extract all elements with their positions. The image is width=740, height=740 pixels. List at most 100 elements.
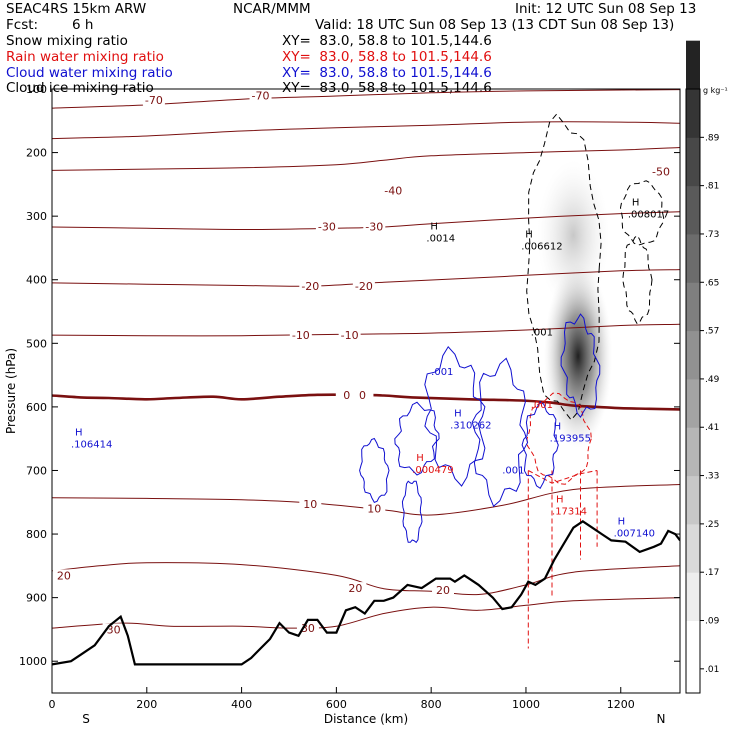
- field-rain-name: Rain water mixing ratio: [6, 49, 164, 65]
- isotherm-line: [52, 323, 680, 337]
- cloud-ice-max-value: .0014: [426, 234, 455, 245]
- cloud-ice-max-marker: H: [430, 222, 438, 233]
- colorbar-label: .41: [705, 423, 719, 433]
- field-cloud-ice-name: Cloud ice mixing ratio: [6, 80, 154, 96]
- colorbar-segment: [686, 330, 700, 380]
- colorbar-segment: [686, 572, 700, 622]
- isotherm-label: -40: [384, 185, 402, 198]
- cloud-water-contour: [394, 401, 440, 476]
- colorbar-label: .49: [705, 375, 720, 385]
- isotherm-label: 0: [359, 389, 366, 402]
- cloud-water-contour-label: .001: [431, 367, 453, 378]
- isotherm-label-bg: [299, 498, 322, 511]
- isotherm-line: [52, 597, 680, 629]
- colorbar-label: .01: [705, 665, 719, 675]
- cloud-water-contour-label: .001: [502, 466, 524, 477]
- cloud-ice-max-marker: H: [632, 198, 640, 209]
- colorbar-segment: [686, 282, 700, 332]
- x-tick-label: 400: [231, 698, 252, 711]
- isotherm-label: 20: [348, 582, 362, 595]
- isotherm-line: [52, 269, 680, 287]
- cloud-water-max-marker: H: [75, 428, 83, 439]
- cloud-ice-max-value: .008017: [628, 210, 669, 221]
- north-end-label: N: [657, 712, 666, 726]
- cloud-water-max-value: .310262: [450, 421, 491, 432]
- y-tick-label: 200: [26, 147, 47, 160]
- fcst-value: 6 h: [72, 17, 94, 33]
- colorbar-label: .81: [705, 182, 719, 192]
- colorbar-segment: [686, 137, 700, 187]
- cloud-water-contour: [401, 480, 423, 544]
- colorbar-label: .65: [705, 278, 719, 288]
- cloud-ice-contour: [526, 113, 602, 421]
- y-tick-label: 500: [26, 337, 47, 350]
- isotherm-label-bg: [432, 584, 455, 597]
- y-axis-label: Pressure (hPa): [4, 348, 18, 434]
- cloud-ice-contour: [622, 234, 653, 325]
- init-time: Init: 12 UTC Sun 08 Sep 13: [515, 1, 697, 17]
- isotherm-label: -20: [355, 280, 373, 293]
- cloud-ice-contour-label: .001: [531, 328, 553, 339]
- isotherm-line: [52, 147, 680, 171]
- cloud-ice-max-marker: H: [525, 229, 533, 240]
- field-cloud-water-name: Cloud water mixing ratio: [6, 65, 173, 81]
- isotherm-label: 20: [57, 569, 71, 582]
- cloud-water-contour: [424, 345, 486, 487]
- isotherm-label-bg: [315, 220, 338, 233]
- x-tick-label: 200: [136, 698, 157, 711]
- isotherm-label: 10: [303, 498, 317, 511]
- isotherm-label: 20: [436, 584, 450, 597]
- colorbar-segment: [686, 40, 700, 90]
- isotherm-label: -20: [301, 280, 319, 293]
- isotherm-label-bg: [382, 184, 405, 197]
- isotherm-label-bg: [351, 388, 374, 401]
- colorbar-segment: [686, 233, 700, 283]
- cloud-water-max-marker: H: [618, 517, 626, 528]
- rain-max-value: .17314: [552, 506, 587, 517]
- colorbar-frame: [685, 88, 701, 694]
- y-tick-label: 300: [26, 210, 47, 223]
- x-tick-label: 1000: [512, 698, 540, 711]
- x-tick-label: 600: [326, 698, 347, 711]
- colorbar-unit: g kg⁻¹: [703, 86, 728, 95]
- fcst-label: Fcst:: [6, 17, 39, 33]
- cloud-water-contour: [521, 401, 559, 490]
- cloud-water-max-value: .193955: [550, 433, 591, 444]
- cloud-ice-contour: [619, 180, 665, 246]
- colorbar-segment: [686, 89, 700, 138]
- isotherm-label: -70: [252, 89, 270, 102]
- model-title: SEAC4RS 15km ARW: [6, 1, 147, 17]
- colorbar-label: .33: [705, 472, 719, 482]
- isotherm-label: 0: [343, 389, 350, 402]
- colorbar-segment: [686, 427, 700, 477]
- isotherm-label-bg: [338, 329, 361, 342]
- isotherm-label: -70: [145, 94, 163, 107]
- cloud-water-contour: [359, 437, 390, 504]
- rain-max-marker: H: [416, 453, 424, 464]
- cloud-ice-max-value: .006612: [521, 241, 562, 252]
- isotherm-label: -30: [365, 220, 383, 233]
- field-cloud-water-xy: XY= 83.0, 58.8 to 101.5,144.6: [282, 65, 492, 81]
- colorbar-segment: [686, 378, 700, 428]
- colorbar-segment: [686, 185, 700, 235]
- y-tick-label: 600: [26, 401, 47, 414]
- x-axis-label: Distance (km): [324, 712, 408, 726]
- isotherm-label-bg: [352, 280, 375, 293]
- colorbar-label: .09: [705, 617, 720, 627]
- isotherm-label-bg: [344, 582, 367, 595]
- snow-shading-core: [544, 264, 613, 449]
- rain-max-marker: H: [556, 494, 564, 505]
- colorbar-label: .57: [705, 327, 719, 337]
- y-tick-label: 700: [26, 464, 47, 477]
- cloud-water-max-marker: H: [454, 409, 462, 420]
- isotherm-label: -10: [292, 329, 310, 342]
- isotherm-label-bg: [299, 280, 322, 293]
- x-tick-label: 1200: [607, 698, 635, 711]
- isotherm-line: [52, 562, 680, 596]
- colorbar-segment: [686, 620, 700, 670]
- cloud-water-max-value: .007140: [614, 529, 655, 540]
- cloud-water-contour: [471, 357, 529, 508]
- y-tick-label: 1000: [19, 655, 47, 668]
- rain-max-value: .000479: [412, 465, 453, 476]
